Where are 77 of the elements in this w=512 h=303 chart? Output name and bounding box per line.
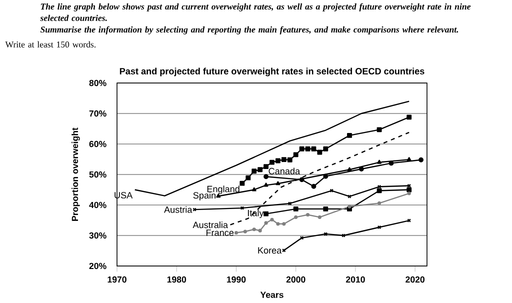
point (323, 174, 328, 179)
y-tick-label: 40% (89, 202, 106, 208)
y-axis-title: Proportion overweight (72, 128, 80, 221)
point (378, 201, 382, 205)
point (305, 146, 310, 152)
point (293, 152, 298, 158)
point (306, 212, 310, 217)
point (358, 166, 364, 172)
text: Write at least 150 words. (5, 41, 96, 48)
x-tick-label: 1990 (227, 276, 246, 283)
point (252, 228, 256, 232)
y-tick-label: 30% (89, 232, 106, 239)
point (264, 164, 269, 170)
x-tick-label: 1980 (167, 276, 186, 283)
point (311, 146, 316, 152)
series-label: Australia (192, 221, 228, 228)
series-label: Korea (258, 247, 282, 254)
text: The line graph below shows past and current overweight rates, as well as a projected future overweight rate in nine selected countries. (40, 3, 471, 22)
point (252, 168, 257, 174)
point (293, 206, 298, 212)
point (299, 146, 304, 152)
series-label: Austria (164, 206, 192, 213)
series-label: Italy (248, 210, 264, 218)
point (323, 146, 328, 152)
point (317, 150, 322, 155)
y-tick-label: 70% (89, 110, 106, 117)
point (246, 175, 251, 180)
series-label: Canada (268, 168, 300, 174)
y-tick-label: 50% (89, 171, 106, 178)
x-tick-label: 2010 (346, 276, 365, 283)
point (294, 215, 298, 219)
point (258, 228, 262, 232)
x-tick-label: 1970 (108, 276, 126, 283)
point (258, 167, 263, 172)
point (406, 157, 412, 162)
point (264, 221, 268, 225)
point (388, 160, 394, 166)
point (348, 204, 352, 208)
point (347, 132, 352, 138)
point (240, 180, 245, 186)
point (270, 160, 274, 165)
y-tick-label: 60% (89, 140, 106, 148)
point (311, 184, 316, 189)
point (243, 230, 247, 234)
point (270, 218, 274, 222)
point (376, 127, 382, 132)
x-tick-label: 2000 (286, 276, 306, 283)
point (347, 167, 352, 172)
point (264, 182, 268, 187)
series-label: England (207, 186, 240, 194)
point (407, 192, 411, 196)
text: Summarise the information by selecting and reporting the main features, and make comparisons where relevant. (40, 26, 458, 34)
point (318, 215, 322, 219)
y-tick-label: 80% (89, 80, 106, 86)
point (252, 187, 256, 192)
point (264, 174, 269, 180)
point (281, 157, 286, 162)
point (418, 157, 424, 162)
point (299, 177, 304, 182)
point (376, 188, 382, 194)
point (275, 158, 280, 164)
point (234, 230, 238, 235)
point (406, 187, 412, 192)
point (406, 114, 412, 120)
point (276, 222, 280, 226)
series-label: France (206, 230, 234, 236)
y-tick-label: 20% (89, 262, 106, 270)
x-tick-label: 2020 (406, 276, 424, 283)
point (282, 222, 286, 226)
series-label: Spain (193, 192, 216, 200)
chart-title: Past and projected future overweight rates in selected OECD countries (120, 68, 424, 76)
point (377, 160, 382, 164)
point (264, 211, 269, 216)
point (276, 181, 280, 186)
point (287, 157, 292, 162)
x-axis-title: Years (260, 292, 284, 298)
point (323, 206, 328, 212)
